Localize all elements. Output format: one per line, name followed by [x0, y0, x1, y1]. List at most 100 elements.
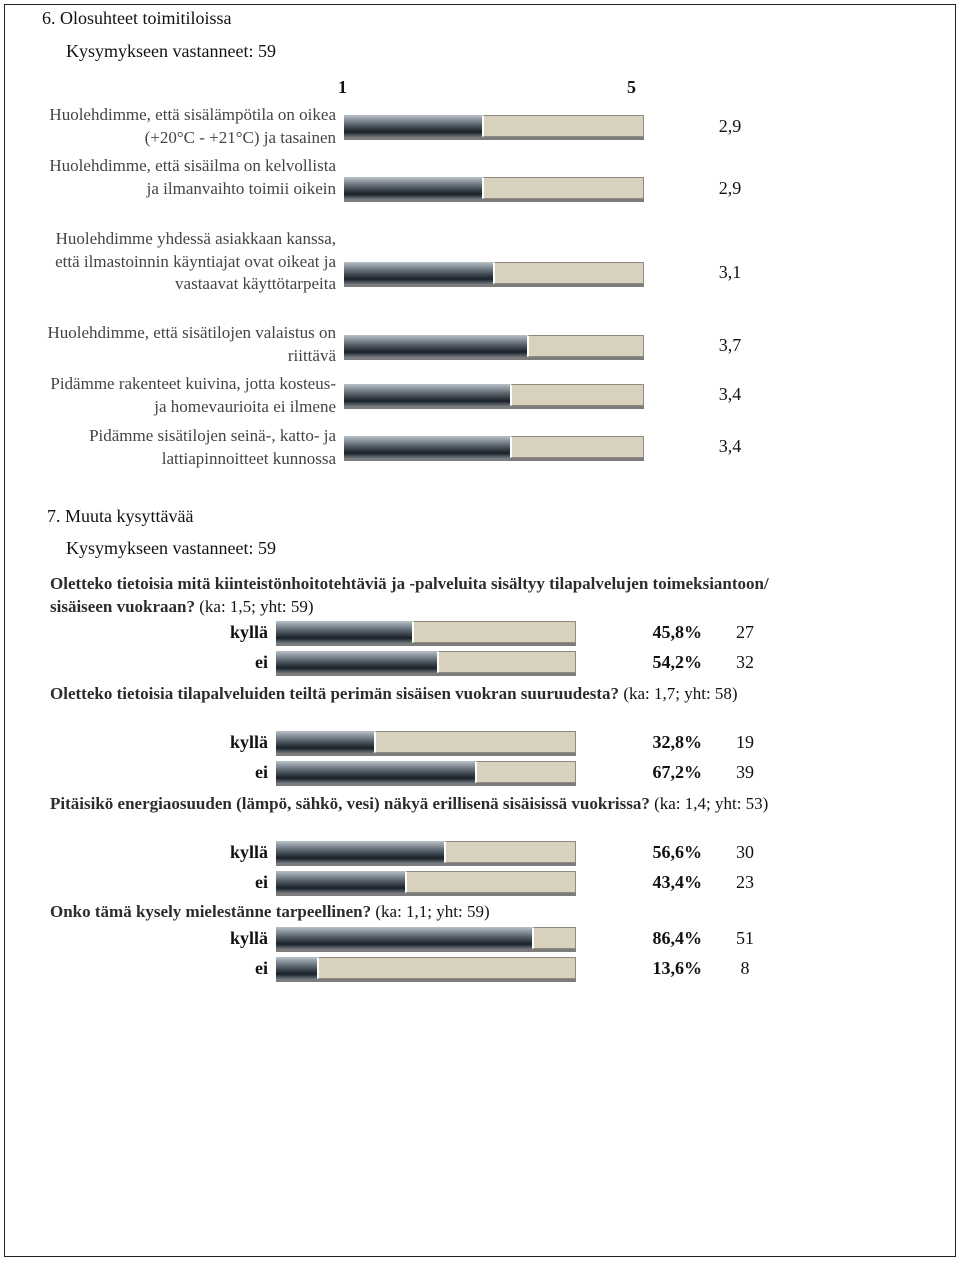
question-text: Pitäisikö energiaosuuden (lämpö, sähkö, … — [50, 792, 810, 815]
rating-bar — [344, 262, 644, 287]
rating-bar-shadow — [344, 458, 644, 461]
option-count: 32 — [736, 652, 754, 672]
answer-bar-remainder — [412, 621, 576, 643]
average-value: 3,1 — [718, 262, 742, 282]
answer-bar-fill — [276, 871, 405, 893]
section7-title: 7. Muuta kysyttävää — [47, 506, 194, 526]
answer-bar-remainder — [475, 761, 576, 783]
answer-bar-remainder — [437, 651, 576, 673]
option-count: 23 — [736, 872, 754, 892]
question-text: Oletteko tietoisia mitä kiinteistönhoito… — [50, 572, 810, 618]
question-text: Onko tämä kysely mielestänne tarpeelline… — [50, 900, 810, 923]
option-label: ei — [255, 872, 268, 892]
answer-bar-fill — [276, 957, 317, 979]
rating-bar-shadow — [344, 406, 644, 409]
rating-bar-fill — [344, 115, 482, 137]
answer-bar — [276, 871, 576, 896]
option-label: kyllä — [229, 928, 268, 948]
option-label: ei — [255, 958, 268, 978]
rating-bar — [344, 436, 644, 461]
answer-bar-remainder — [405, 871, 576, 893]
option-count: 8 — [740, 958, 750, 978]
answer-bar-shadow — [276, 783, 576, 786]
answer-bar — [276, 651, 576, 676]
answer-bar-fill — [276, 841, 444, 863]
rating-bar-fill — [344, 384, 510, 406]
option-label: kyllä — [229, 622, 268, 642]
answer-bar — [276, 957, 576, 982]
option-count: 30 — [736, 842, 754, 862]
option-percent: 56,6% — [652, 842, 703, 862]
answer-bar-shadow — [276, 863, 576, 866]
answer-bar-remainder — [532, 927, 576, 949]
scale-min-label: 1 — [338, 77, 347, 97]
answer-bar-shadow — [276, 893, 576, 896]
item-label: Huolehdimme yhdessä asiakkaan kanssa, et… — [55, 229, 336, 293]
option-count: 39 — [736, 762, 754, 782]
rating-bar-remainder — [482, 115, 644, 137]
option-label: ei — [255, 652, 268, 672]
answer-bar-remainder — [317, 957, 576, 979]
rating-bar-shadow — [344, 284, 644, 287]
section6-title: 6. Olosuhteet toimitiloissa — [42, 8, 232, 28]
question-text: Oletteko tietoisia tilapalveluiden teilt… — [50, 682, 810, 705]
option-percent: 13,6% — [652, 958, 703, 978]
answer-bar-remainder — [374, 731, 576, 753]
answer-bar-shadow — [276, 979, 576, 982]
answer-bar — [276, 761, 576, 786]
rating-bar-fill — [344, 335, 527, 357]
option-label: kyllä — [229, 842, 268, 862]
option-count: 19 — [736, 732, 754, 752]
section7-respondents: Kysymykseen vastanneet: 59 — [66, 538, 276, 558]
question-meta: (ka: 1,5; yht: 59) — [195, 597, 314, 616]
question-meta: (ka: 1,1; yht: 59) — [371, 902, 490, 921]
rating-bar-fill — [344, 177, 482, 199]
option-count: 51 — [736, 928, 754, 948]
rating-bar-remainder — [493, 262, 644, 284]
rating-bar-shadow — [344, 357, 644, 360]
rating-bar-fill — [344, 436, 510, 458]
answer-bar — [276, 621, 576, 646]
answer-bar-fill — [276, 927, 532, 949]
item-label: Huolehdimme, että sisätilojen valaistus … — [47, 323, 336, 365]
page-frame — [4, 4, 956, 1257]
rating-bar — [344, 115, 644, 140]
option-count: 27 — [736, 622, 754, 642]
answer-bar-shadow — [276, 673, 576, 676]
question-meta: (ka: 1,7; yht: 58) — [619, 684, 738, 703]
question-main: Oletteko tietoisia mitä kiinteistönhoito… — [50, 574, 769, 616]
option-percent: 86,4% — [652, 928, 703, 948]
option-label: ei — [255, 762, 268, 782]
option-percent: 54,2% — [652, 652, 703, 672]
rating-bar — [344, 384, 644, 409]
answer-bar-fill — [276, 761, 475, 783]
rating-bar-remainder — [510, 384, 644, 406]
option-label: kyllä — [229, 732, 268, 752]
answer-bar-shadow — [276, 753, 576, 756]
answer-bar-remainder — [444, 841, 576, 863]
option-percent: 43,4% — [652, 872, 703, 892]
answer-bar-fill — [276, 731, 374, 753]
option-percent: 45,8% — [652, 622, 703, 642]
item-label: Huolehdimme, että sisäilma on kelvollist… — [49, 156, 336, 198]
section6-respondents: Kysymykseen vastanneet: 59 — [66, 41, 276, 61]
rating-bar-shadow — [344, 137, 644, 140]
rating-bar-remainder — [510, 436, 644, 458]
average-value: 3,7 — [718, 335, 742, 355]
rating-bar-remainder — [527, 335, 644, 357]
rating-bar-fill — [344, 262, 493, 284]
rating-bar-remainder — [482, 177, 644, 199]
answer-bar — [276, 731, 576, 756]
option-percent: 32,8% — [652, 732, 703, 752]
item-label: Pidämme rakenteet kuivina, jotta kosteus… — [50, 374, 336, 416]
average-value: 2,9 — [718, 116, 742, 136]
average-value: 2,9 — [718, 178, 742, 198]
question-main: Onko tämä kysely mielestänne tarpeelline… — [50, 902, 372, 921]
question-main: Oletteko tietoisia tilapalveluiden teilt… — [50, 684, 620, 703]
rating-bar — [344, 177, 644, 202]
average-value: 3,4 — [718, 384, 742, 404]
item-label: Huolehdimme, että sisälämpötila on oikea… — [49, 105, 336, 147]
rating-bar-shadow — [344, 199, 644, 202]
answer-bar — [276, 841, 576, 866]
answer-bar-fill — [276, 651, 437, 673]
